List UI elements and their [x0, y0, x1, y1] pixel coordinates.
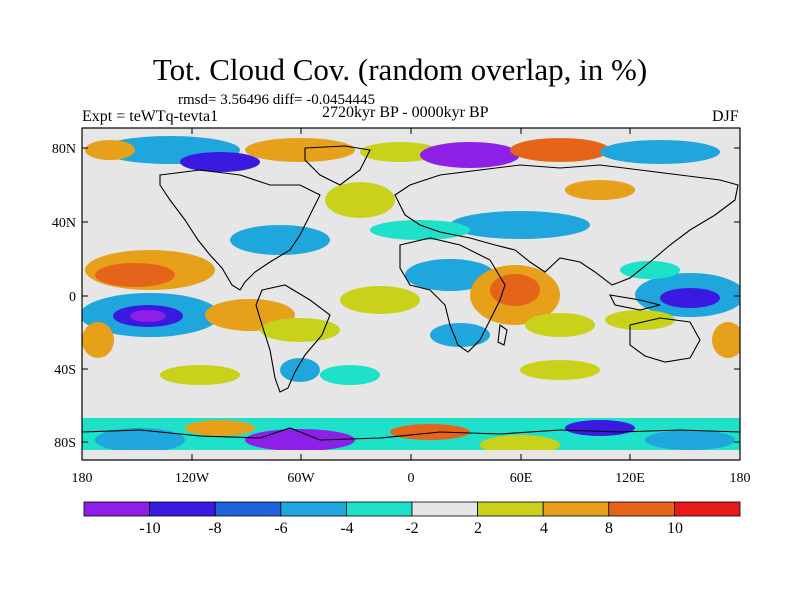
experiment-label: Expt = teWTq-tevta1: [82, 108, 219, 125]
longitude-labels: 180 120W 60W 0 60E 120E 180: [72, 471, 751, 486]
coast-eurasia: [394, 164, 739, 286]
lon-tick-label: 120E: [615, 471, 645, 486]
colorbar-label: 8: [605, 520, 613, 537]
coast-indonesia: [609, 294, 661, 311]
map-panel: [81, 127, 741, 461]
coast-madagascar: [497, 324, 508, 346]
colorbar-label: -2: [405, 520, 418, 537]
colorbar-label: 4: [540, 520, 548, 537]
coastlines: [82, 145, 740, 441]
map-title: Tot. Cloud Cov. (random overlap, in %): [152, 52, 648, 87]
coast-australia: [629, 317, 701, 363]
lat-tick-label: 80S: [54, 436, 76, 451]
colorbar-labels: -10 -8 -6 -4 -2 2 4 8 10: [139, 520, 683, 537]
lon-tick-label: 120W: [175, 471, 210, 486]
colorbar-swatch: [542, 501, 610, 517]
colorbar-swatch: [411, 501, 478, 517]
colorbar-label: 10: [667, 520, 683, 537]
colorbar-swatch: [149, 501, 216, 517]
colorbar-swatch: [674, 501, 741, 517]
lat-tick-label: 40N: [52, 216, 76, 231]
coast-africa: [399, 237, 506, 353]
rmsd-diff-stats: rmsd= 3.56496 diff= -0.0454445: [178, 92, 376, 108]
colorbar-label: -4: [340, 520, 353, 537]
colorbar-label: -8: [208, 520, 221, 537]
colorbar: [83, 501, 741, 517]
lon-tick-label: 60E: [510, 471, 533, 486]
lon-tick-label: 180: [730, 471, 751, 486]
lon-tick-label: 180: [72, 471, 93, 486]
colorbar-swatch: [83, 501, 150, 517]
colorbar-swatch: [608, 501, 675, 517]
season-label: DJF: [712, 108, 739, 125]
colorbar-label: 2: [474, 520, 482, 537]
axis-ticks: [81, 128, 741, 460]
colorbar-swatch: [214, 501, 282, 517]
coast-antarctica: [82, 427, 740, 441]
coast-greenland: [304, 145, 371, 186]
colorbar-label: -6: [274, 520, 287, 537]
colorbar-swatch: [477, 501, 544, 517]
lat-tick-label: 40S: [54, 363, 76, 378]
latitude-labels: 80N 40N 0 40S 80S: [52, 142, 76, 451]
lon-tick-label: 60W: [287, 471, 315, 486]
lon-tick-label: 0: [408, 471, 415, 486]
colorbar-label: -10: [139, 520, 160, 537]
period-label: 2720kyr BP - 0000kyr BP: [322, 104, 489, 121]
lat-tick-label: 80N: [52, 142, 76, 157]
colorbar-swatch: [345, 501, 413, 517]
colorbar-swatch: [280, 501, 347, 517]
lat-tick-label: 0: [69, 290, 76, 305]
coast-north-america: [159, 169, 321, 291]
coast-south-america: [255, 284, 331, 393]
